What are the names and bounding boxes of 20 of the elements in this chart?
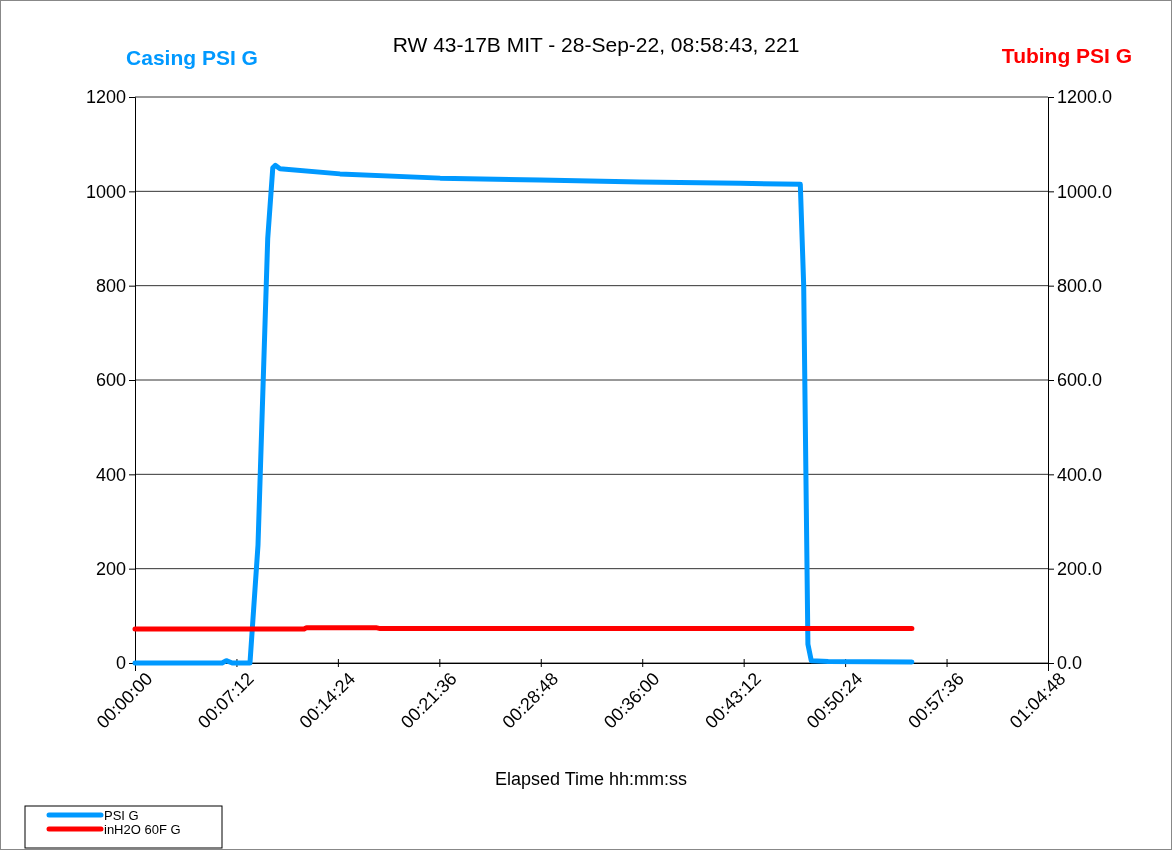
- y2-tick-label: 0.0: [1057, 653, 1083, 674]
- y2-tick-label: 400.0: [1057, 464, 1103, 485]
- y-tick-label: 400: [95, 464, 126, 485]
- y2-tick-label: 1200.0: [1057, 87, 1113, 108]
- y2-tick-label: 200.0: [1057, 558, 1103, 579]
- y2-tick-label: 800.0: [1057, 275, 1103, 296]
- y-axis-title: Casing PSI G: [126, 46, 258, 69]
- y-tick-label: 200: [95, 558, 126, 579]
- y2-axis-title: Tubing PSI G: [1001, 44, 1133, 67]
- legend-label: inH2O 60F G: [104, 822, 181, 837]
- x-axis-title: Elapsed Time hh:mm:ss: [494, 769, 688, 789]
- y-tick-label: 0: [115, 653, 126, 674]
- y-tick-label: 1000: [85, 181, 126, 202]
- y-tick-label: 600: [95, 370, 126, 391]
- y2-tick-label: 1000.0: [1057, 181, 1113, 202]
- y-tick-label: 800: [95, 275, 126, 296]
- y-tick-label: 1200: [85, 87, 126, 108]
- chart-title: RW 43-17B MIT - 28-Sep-22, 08:58:43, 221: [392, 33, 800, 56]
- y2-tick-label: 600.0: [1057, 370, 1103, 391]
- legend-label: PSI G: [104, 808, 139, 823]
